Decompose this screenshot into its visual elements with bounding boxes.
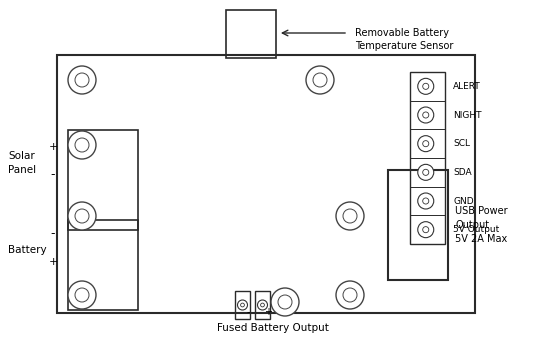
Text: SCL: SCL <box>453 139 470 148</box>
Circle shape <box>418 164 434 180</box>
Circle shape <box>418 193 434 209</box>
Circle shape <box>68 281 96 309</box>
Circle shape <box>75 73 89 87</box>
Text: 5V Output: 5V Output <box>453 225 499 234</box>
Text: GND: GND <box>453 196 473 206</box>
Circle shape <box>423 112 429 118</box>
Text: -: - <box>246 307 250 317</box>
Circle shape <box>258 300 268 310</box>
Text: Fused Battery Output: Fused Battery Output <box>217 323 329 333</box>
Circle shape <box>68 202 96 230</box>
Circle shape <box>306 66 334 94</box>
Circle shape <box>313 73 327 87</box>
Bar <box>388 170 448 280</box>
Text: +: + <box>48 142 58 152</box>
Text: -: - <box>51 168 55 181</box>
Bar <box>68 220 138 310</box>
Circle shape <box>241 303 245 307</box>
Bar <box>410 72 445 244</box>
Text: USB Power
Output
5V 2A Max: USB Power Output 5V 2A Max <box>455 206 508 244</box>
Circle shape <box>418 222 434 238</box>
Text: Battery: Battery <box>8 245 46 255</box>
Circle shape <box>423 198 429 204</box>
Bar <box>235 291 250 319</box>
Text: -: - <box>51 227 55 240</box>
Circle shape <box>343 288 357 302</box>
Text: NIGHT: NIGHT <box>453 110 482 119</box>
Text: +: + <box>264 307 272 317</box>
Circle shape <box>418 107 434 123</box>
Circle shape <box>418 78 434 94</box>
Circle shape <box>271 288 299 316</box>
Bar <box>68 130 138 230</box>
Circle shape <box>75 288 89 302</box>
Circle shape <box>423 169 429 175</box>
Bar <box>255 291 270 319</box>
Text: ALERT: ALERT <box>453 82 480 91</box>
Circle shape <box>260 303 264 307</box>
Circle shape <box>75 209 89 223</box>
Circle shape <box>423 140 429 147</box>
Circle shape <box>68 66 96 94</box>
Text: +: + <box>48 257 58 267</box>
Circle shape <box>336 281 364 309</box>
Circle shape <box>238 300 247 310</box>
Circle shape <box>423 83 429 89</box>
Circle shape <box>423 227 429 233</box>
Circle shape <box>336 202 364 230</box>
Text: Solar
Panel: Solar Panel <box>8 151 36 175</box>
Text: Removable Battery
Temperature Sensor: Removable Battery Temperature Sensor <box>355 28 453 51</box>
Circle shape <box>278 295 292 309</box>
Bar <box>57 55 475 313</box>
Circle shape <box>418 136 434 152</box>
Circle shape <box>75 138 89 152</box>
Circle shape <box>343 209 357 223</box>
Circle shape <box>68 131 96 159</box>
Bar <box>226 10 276 58</box>
Text: SDA: SDA <box>453 168 472 177</box>
